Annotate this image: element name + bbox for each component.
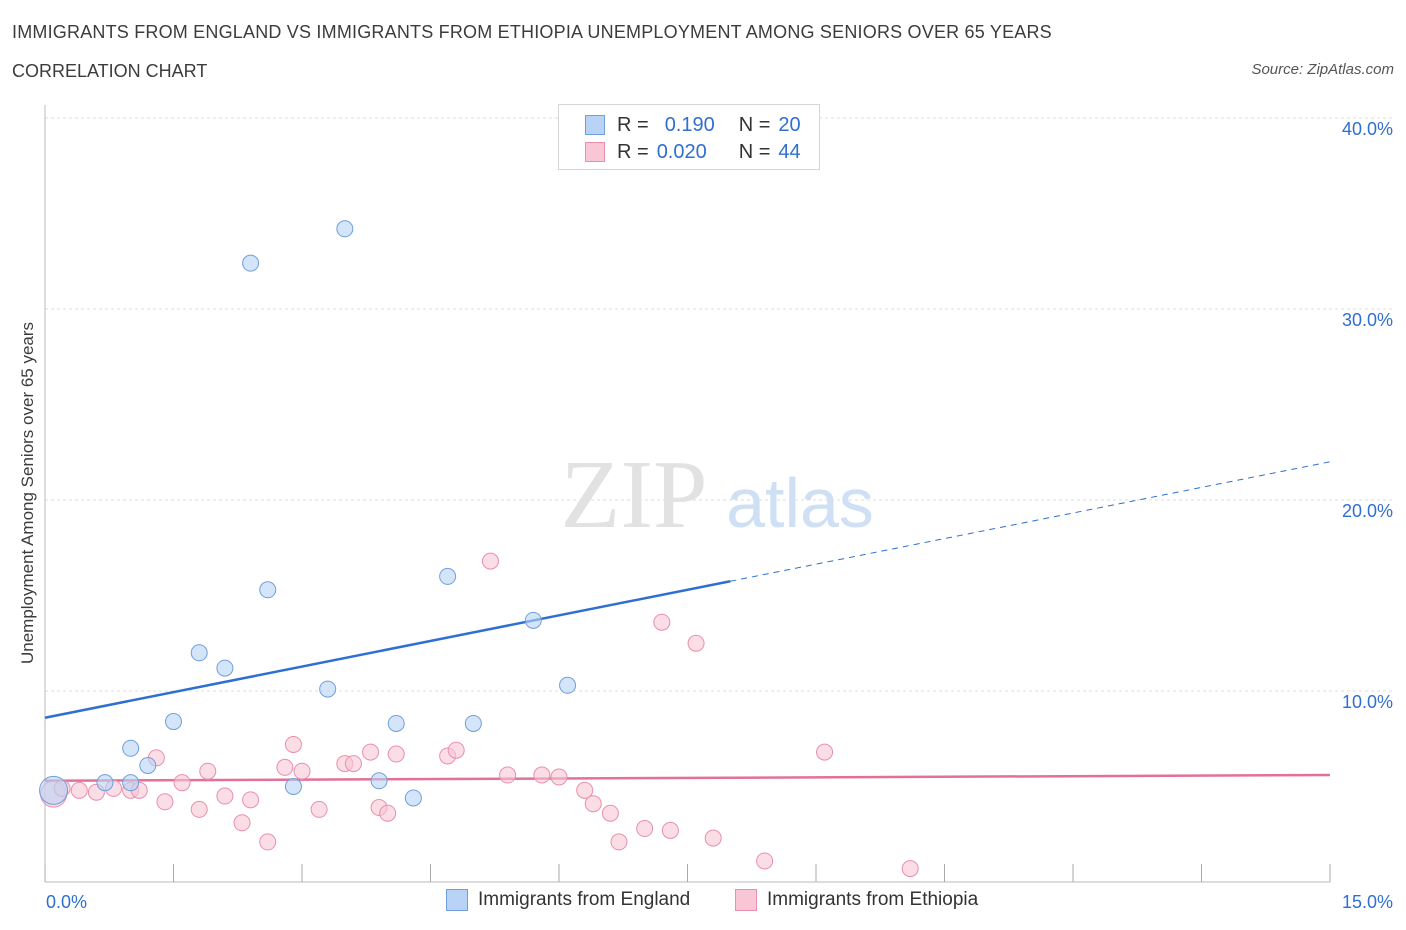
ethiopia-point bbox=[499, 766, 517, 784]
ethiopia-point bbox=[816, 743, 834, 761]
ethiopia-point bbox=[447, 741, 465, 759]
england-point bbox=[319, 680, 337, 698]
ethiopia-swatch bbox=[585, 142, 605, 162]
watermark-atlas: atlas bbox=[726, 464, 874, 542]
watermark: ZIP atlas bbox=[561, 441, 874, 549]
ethiopia-legend-swatch bbox=[735, 889, 757, 911]
ethiopia-point bbox=[242, 791, 260, 809]
x-tick-label: 0.0% bbox=[46, 892, 87, 912]
y-tick-label: 30.0% bbox=[1342, 310, 1393, 330]
n-value: 20 bbox=[778, 113, 801, 136]
source-note: Source: ZipAtlas.com bbox=[1251, 61, 1394, 78]
chart-title: IMMIGRANTS FROM ENGLAND VS IMMIGRANTS FR… bbox=[12, 22, 1052, 42]
ethiopia-point bbox=[362, 743, 380, 761]
england-point bbox=[559, 676, 577, 694]
england-point bbox=[96, 774, 114, 792]
england-point bbox=[259, 581, 277, 599]
ethiopia-point bbox=[601, 804, 619, 822]
ethiopia-point bbox=[216, 787, 234, 805]
ethiopia-point bbox=[576, 781, 594, 799]
ethiopia-point bbox=[481, 552, 499, 570]
r-value: 0.190 bbox=[664, 113, 715, 136]
stats-row-england: R = 0.190 N = 20 bbox=[585, 113, 801, 137]
england-point bbox=[524, 611, 542, 629]
ethiopia-point bbox=[70, 781, 88, 799]
ethiopia-point bbox=[379, 804, 397, 822]
ethiopia-point bbox=[901, 860, 919, 878]
ethiopia-point bbox=[276, 758, 294, 776]
x-tick-label: 15.0% bbox=[1342, 892, 1393, 912]
r-value: 0.020 bbox=[656, 140, 707, 163]
england-point bbox=[122, 774, 140, 792]
trend-layer bbox=[44, 461, 1331, 783]
ethiopia-point bbox=[190, 800, 208, 818]
stats-legend: R = 0.190 N = 20 R = 0.020 N = 44 bbox=[558, 104, 820, 170]
tick-label-layer: 10.0% 20.0% 30.0% 40.0% 0.0% 15.0% bbox=[46, 119, 1393, 912]
ethiopia-point bbox=[636, 820, 654, 838]
ethiopia-point bbox=[533, 766, 551, 784]
ethiopia-point bbox=[687, 634, 705, 652]
england-point bbox=[439, 567, 457, 585]
legend-label-ethiopia: Immigrants from Ethiopia bbox=[767, 889, 979, 910]
england-trend-extension bbox=[730, 461, 1331, 582]
ethiopia-trend-line bbox=[44, 773, 1331, 783]
n-value: 44 bbox=[778, 140, 801, 163]
ethiopia-point bbox=[156, 793, 174, 811]
england-point bbox=[39, 775, 69, 805]
ethiopia-point bbox=[199, 762, 217, 780]
y-tick-label: 20.0% bbox=[1342, 501, 1393, 521]
ethiopia-point bbox=[293, 762, 311, 780]
ethiopia-point bbox=[259, 833, 277, 851]
ethiopia-point bbox=[173, 774, 191, 792]
legend-label-england: Immigrants from England bbox=[478, 889, 691, 910]
r-label: R = bbox=[617, 140, 649, 163]
y-tick-label: 40.0% bbox=[1342, 119, 1393, 139]
y-tick-label: 10.0% bbox=[1342, 692, 1393, 712]
england-swatch bbox=[585, 115, 605, 135]
england-point bbox=[464, 714, 482, 732]
england-legend-swatch bbox=[446, 889, 468, 911]
legend-item-england[interactable]: Immigrants from England bbox=[446, 889, 690, 911]
england-point bbox=[139, 756, 157, 774]
ethiopia-point bbox=[284, 735, 302, 753]
grid-layer bbox=[45, 117, 1392, 692]
n-label: N = bbox=[738, 140, 771, 163]
ethiopia-point bbox=[610, 833, 628, 851]
r-label: R = bbox=[617, 113, 649, 136]
watermark-zip: ZIP bbox=[561, 441, 708, 549]
ethiopia-point bbox=[653, 613, 671, 631]
england-point bbox=[370, 772, 388, 790]
y-axis-label: Unemployment Among Seniors over 65 years bbox=[18, 321, 37, 665]
ethiopia-point bbox=[661, 821, 679, 839]
stats-row-ethiopia: R = 0.020 N = 44 bbox=[585, 140, 801, 164]
axis-layer bbox=[44, 105, 1331, 883]
ethiopia-point bbox=[756, 852, 774, 870]
england-point bbox=[216, 659, 234, 677]
england-point bbox=[165, 713, 182, 731]
chart-subtitle: CORRELATION CHART bbox=[12, 61, 208, 81]
england-point bbox=[190, 644, 208, 662]
ethiopia-point bbox=[310, 800, 328, 818]
england-point bbox=[284, 778, 302, 795]
n-label: N = bbox=[738, 113, 771, 136]
ethiopia-point bbox=[584, 795, 602, 813]
legend-item-ethiopia[interactable]: Immigrants from Ethiopia bbox=[735, 889, 978, 911]
ethiopia-point bbox=[344, 755, 362, 773]
england-point bbox=[336, 220, 354, 238]
ethiopia-point bbox=[550, 768, 568, 786]
points-layer bbox=[39, 220, 919, 878]
england-point bbox=[387, 714, 405, 732]
england-point bbox=[404, 789, 422, 807]
ethiopia-point bbox=[387, 745, 405, 763]
england-point bbox=[242, 254, 260, 272]
ethiopia-point bbox=[704, 829, 722, 847]
england-point bbox=[122, 739, 140, 757]
series-legend: Immigrants from England Immigrants from … bbox=[0, 889, 1406, 915]
england-trend-line bbox=[44, 580, 731, 719]
ethiopia-point bbox=[233, 814, 251, 832]
